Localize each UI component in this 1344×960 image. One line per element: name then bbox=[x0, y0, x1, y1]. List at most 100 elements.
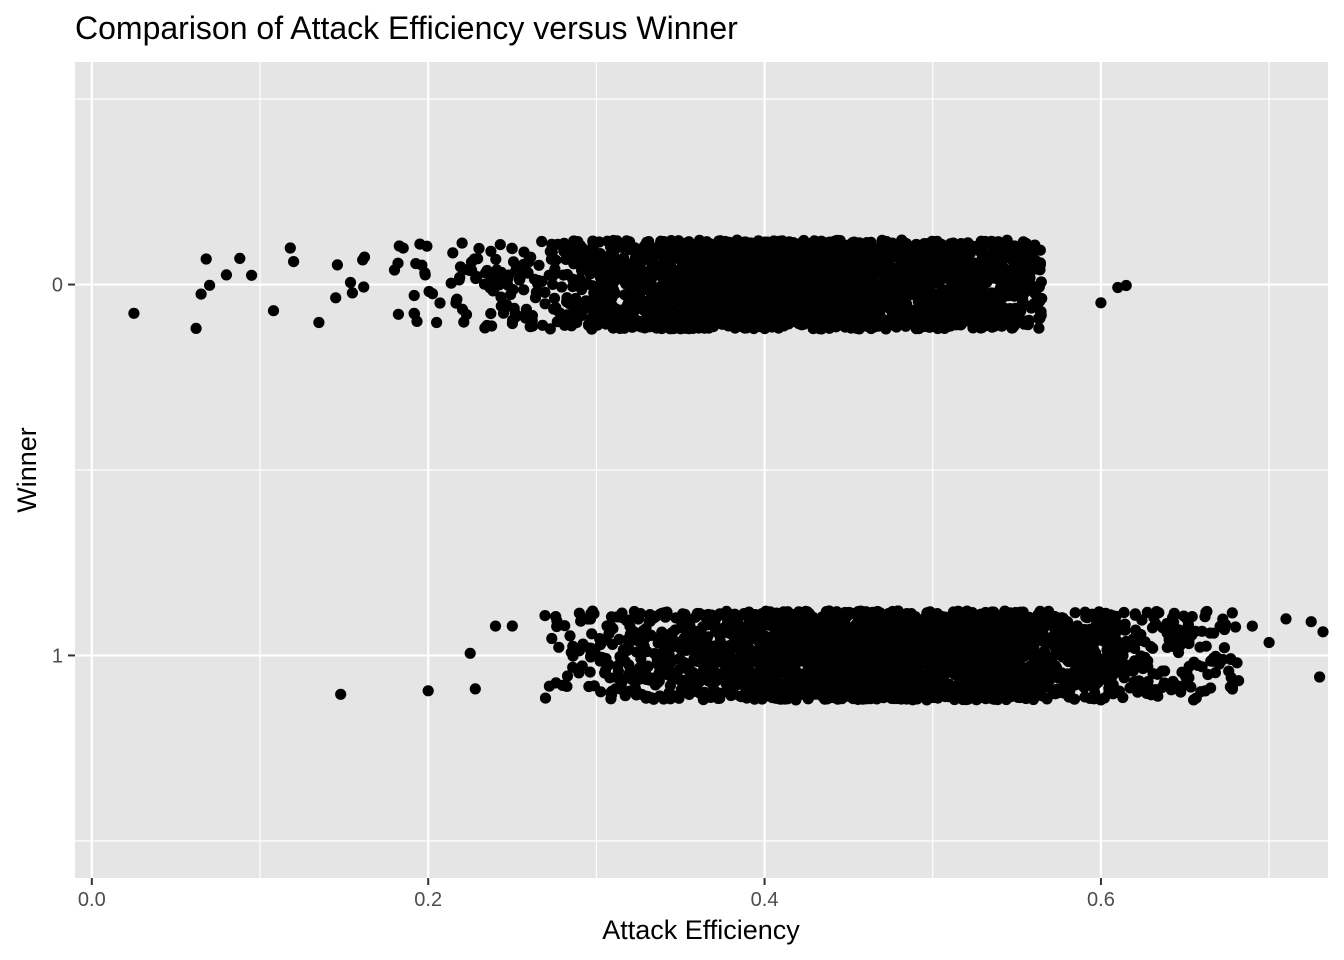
data-point bbox=[550, 302, 562, 314]
data-point bbox=[522, 267, 534, 279]
data-point bbox=[1068, 693, 1081, 705]
data-point bbox=[612, 660, 624, 672]
data-point bbox=[507, 256, 520, 268]
data-point bbox=[561, 680, 573, 693]
data-point bbox=[856, 301, 868, 313]
data-point bbox=[795, 256, 807, 268]
data-point bbox=[726, 260, 739, 272]
data-point bbox=[695, 318, 707, 330]
data-point bbox=[1263, 636, 1275, 649]
data-point bbox=[563, 298, 575, 310]
data-point bbox=[808, 267, 820, 280]
data-point bbox=[859, 311, 871, 324]
data-point bbox=[827, 258, 840, 270]
data-point bbox=[760, 248, 773, 260]
data-point bbox=[246, 269, 258, 281]
data-point bbox=[752, 295, 764, 307]
data-point bbox=[613, 633, 625, 646]
data-point bbox=[940, 265, 952, 277]
data-point bbox=[451, 293, 463, 305]
data-point bbox=[900, 646, 912, 658]
data-point bbox=[518, 284, 530, 296]
data-point bbox=[1280, 613, 1292, 625]
data-point bbox=[1229, 621, 1242, 633]
data-point bbox=[819, 237, 831, 249]
data-point bbox=[920, 320, 932, 332]
data-point bbox=[965, 667, 977, 680]
data-point bbox=[543, 680, 556, 692]
data-point bbox=[971, 644, 983, 656]
data-point bbox=[509, 307, 521, 319]
data-point bbox=[469, 683, 481, 695]
data-point bbox=[330, 292, 342, 304]
data-point bbox=[1217, 653, 1229, 666]
data-point bbox=[642, 274, 655, 286]
data-point bbox=[754, 280, 766, 292]
data-point bbox=[681, 307, 693, 319]
data-point bbox=[784, 286, 796, 298]
data-point bbox=[571, 317, 583, 329]
data-point bbox=[358, 281, 370, 293]
data-point bbox=[655, 649, 667, 661]
data-point bbox=[234, 252, 246, 264]
data-point bbox=[890, 321, 903, 333]
data-point bbox=[664, 255, 677, 267]
data-point bbox=[865, 236, 877, 248]
data-point bbox=[912, 296, 924, 308]
data-point bbox=[855, 267, 868, 279]
data-point bbox=[650, 249, 663, 261]
data-point bbox=[1013, 313, 1025, 325]
data-point bbox=[523, 254, 535, 266]
data-point bbox=[1007, 322, 1019, 334]
data-point bbox=[846, 318, 859, 330]
data-point bbox=[1139, 636, 1151, 648]
data-point bbox=[934, 275, 946, 287]
data-point bbox=[1033, 322, 1045, 334]
data-point bbox=[190, 322, 202, 334]
data-point bbox=[977, 682, 989, 694]
data-point bbox=[755, 265, 767, 277]
data-point bbox=[1189, 625, 1201, 637]
data-point bbox=[680, 255, 692, 268]
data-point bbox=[932, 313, 945, 325]
data-point bbox=[1103, 687, 1115, 699]
data-point bbox=[886, 291, 898, 303]
data-point bbox=[693, 676, 705, 688]
data-point bbox=[559, 319, 571, 331]
data-point bbox=[559, 620, 571, 632]
data-point bbox=[1156, 665, 1168, 677]
data-point bbox=[659, 241, 671, 253]
data-point bbox=[1168, 616, 1180, 628]
data-point bbox=[414, 238, 426, 250]
data-point bbox=[988, 312, 1000, 324]
data-point bbox=[1149, 618, 1162, 630]
data-point bbox=[564, 630, 576, 642]
data-point bbox=[601, 620, 613, 632]
data-point bbox=[791, 267, 803, 279]
data-point bbox=[889, 280, 901, 292]
data-point bbox=[815, 677, 827, 690]
data-point bbox=[958, 295, 970, 307]
data-point bbox=[1317, 626, 1329, 638]
data-point bbox=[1034, 312, 1046, 324]
data-point bbox=[1118, 606, 1130, 619]
data-point bbox=[1068, 666, 1080, 678]
data-point bbox=[727, 313, 739, 325]
data-point bbox=[913, 276, 926, 288]
data-point bbox=[963, 260, 975, 272]
data-point bbox=[678, 278, 690, 290]
data-point bbox=[1246, 620, 1258, 632]
data-point bbox=[820, 270, 832, 282]
data-point bbox=[1040, 620, 1052, 632]
data-point bbox=[128, 307, 140, 319]
data-point bbox=[408, 289, 420, 302]
data-point bbox=[976, 236, 989, 248]
data-point bbox=[567, 650, 579, 662]
data-point bbox=[741, 322, 753, 334]
data-point bbox=[539, 610, 551, 622]
data-point bbox=[565, 251, 578, 263]
data-point bbox=[200, 253, 212, 265]
data-point bbox=[764, 607, 777, 619]
data-point bbox=[588, 608, 600, 620]
data-point bbox=[978, 287, 990, 299]
